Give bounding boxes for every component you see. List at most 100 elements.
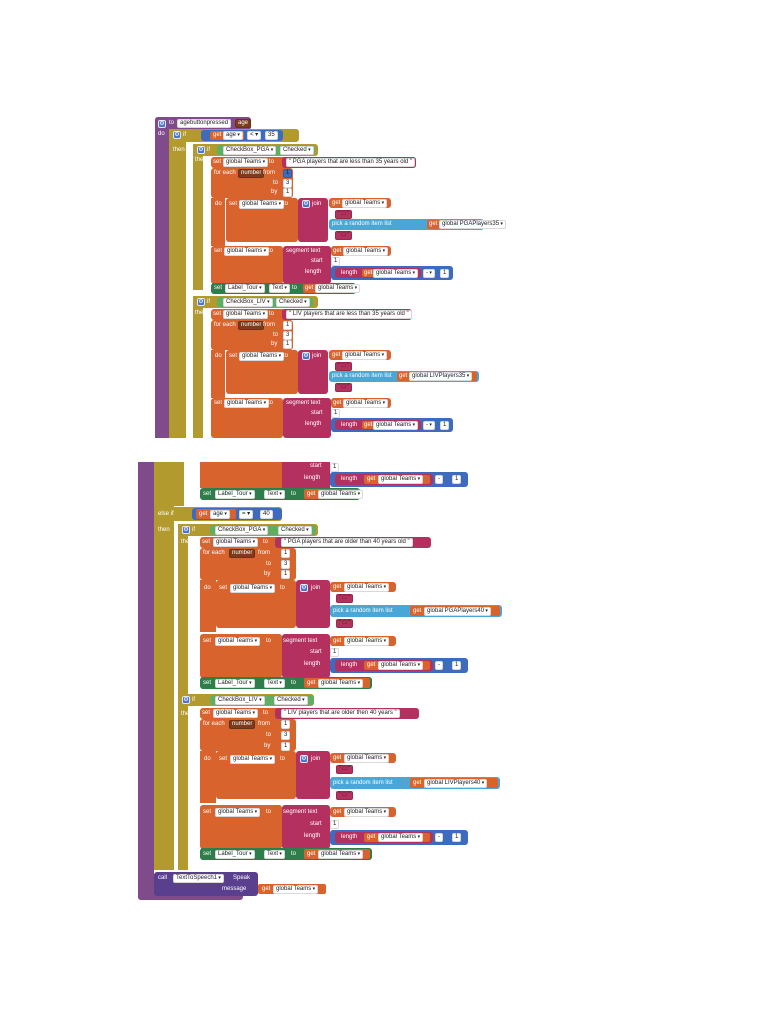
if-block-pga[interactable] [178, 524, 188, 694]
number-variable[interactable]: number [229, 720, 256, 729]
global-teams-dropdown[interactable]: global Teams [344, 754, 390, 763]
quote-text[interactable]: " □ " [335, 231, 353, 240]
number-1[interactable]: 1 [283, 188, 293, 197]
global-pga35-dropdown[interactable]: global PGAPlayers35 [439, 220, 506, 229]
segment-block[interactable] [283, 246, 331, 284]
quote-text[interactable]: " □ " [336, 765, 354, 774]
if-gear-icon[interactable]: ⚙ [173, 131, 181, 139]
number-1[interactable]: 1 [452, 661, 462, 670]
segment-block[interactable] [282, 805, 330, 849]
minus-operator[interactable]: - [435, 833, 443, 842]
number-variable[interactable]: number [238, 169, 265, 178]
global-teams-dropdown[interactable]: global Teams [273, 885, 319, 894]
label-tour-dropdown[interactable]: Label_Tour [215, 850, 255, 859]
global-teams-dropdown[interactable]: global Teams [318, 490, 364, 499]
minus-operator[interactable]: - [423, 269, 435, 278]
less-than-operator[interactable]: < ▾ [247, 131, 262, 140]
global-teams-dropdown[interactable]: global Teams [342, 351, 388, 360]
global-teams-dropdown[interactable]: global Teams [378, 833, 424, 842]
global-teams-dropdown[interactable]: global Teams [239, 352, 285, 361]
checked-dropdown[interactable]: Checked [278, 526, 312, 535]
for-each-do-body[interactable] [211, 350, 225, 398]
global-teams-dropdown[interactable]: global Teams [215, 637, 261, 646]
if-gear-icon[interactable]: ⚙ [197, 146, 205, 154]
number-3[interactable]: 3 [283, 331, 293, 340]
checked-dropdown[interactable]: Checked [276, 298, 310, 307]
if-gear-icon[interactable]: ⚙ [182, 696, 190, 704]
procedure-block[interactable] [138, 462, 154, 900]
number-1[interactable]: 1 [330, 463, 340, 472]
number-35[interactable]: 35 [265, 131, 278, 140]
global-liv40-dropdown[interactable]: global LIVPlayers40 [424, 779, 488, 788]
global-teams-dropdown[interactable]: global Teams [343, 399, 389, 408]
label-tour-dropdown[interactable]: Label_Tour [215, 490, 255, 499]
join-gear-icon[interactable]: ⚙ [300, 584, 308, 592]
number-1[interactable]: 1 [440, 269, 450, 278]
number-1[interactable]: 1 [452, 833, 462, 842]
quote-text[interactable]: " □ " [335, 210, 353, 219]
if-block-liv[interactable] [178, 694, 188, 870]
number-1[interactable]: 1 [283, 169, 293, 178]
set-segment-block[interactable] [200, 462, 282, 488]
if-block-inner-column[interactable] [174, 462, 184, 506]
minus-operator[interactable]: - [435, 661, 443, 670]
global-teams-dropdown[interactable]: global Teams [213, 709, 259, 718]
global-teams-dropdown[interactable]: global Teams [373, 421, 419, 430]
segment-block[interactable] [283, 398, 331, 438]
for-each-do-body[interactable] [200, 751, 216, 803]
label-tour-dropdown[interactable]: Label_Tour [225, 284, 265, 293]
number-1[interactable]: 1 [281, 549, 291, 558]
global-teams-dropdown[interactable]: global Teams [223, 158, 269, 167]
number-1[interactable]: 1 [281, 742, 291, 751]
minus-operator[interactable]: - [435, 475, 443, 484]
global-teams-dropdown[interactable]: global Teams [318, 850, 364, 859]
global-teams-dropdown[interactable]: global Teams [224, 247, 270, 256]
number-40[interactable]: 40 [260, 510, 273, 519]
number-variable[interactable]: number [229, 549, 256, 558]
global-teams-dropdown[interactable]: global Teams [344, 808, 390, 817]
segment-block[interactable] [282, 634, 330, 678]
number-1[interactable]: 1 [331, 257, 341, 266]
global-teams-dropdown[interactable]: global Teams [378, 661, 424, 670]
number-3[interactable]: 3 [281, 560, 291, 569]
number-variable[interactable]: number [238, 321, 265, 330]
if-block-liv[interactable] [193, 296, 203, 438]
liv-message-text[interactable]: " LIV players that are less than 35 year… [286, 310, 412, 319]
procedure-block[interactable] [155, 117, 169, 438]
global-teams-dropdown[interactable]: global Teams [318, 679, 364, 688]
number-1[interactable]: 1 [283, 321, 293, 330]
checkbox-pga-dropdown[interactable]: CheckBox_PGA [223, 146, 277, 155]
if-gear-icon[interactable]: ⚙ [197, 298, 205, 306]
global-teams-dropdown[interactable]: global Teams [230, 755, 276, 764]
if-block-outer[interactable] [169, 129, 186, 438]
number-1[interactable]: 1 [331, 409, 341, 418]
equals-operator[interactable]: = ▾ [239, 510, 254, 519]
number-1[interactable]: 1 [330, 648, 340, 657]
label-tour-dropdown[interactable]: Label_Tour [215, 679, 255, 688]
global-teams-dropdown[interactable]: global Teams [315, 284, 361, 293]
checkbox-pga-dropdown[interactable]: CheckBox_PGA [215, 526, 269, 535]
procedure-name-field[interactable]: agebuttonpressed [177, 119, 232, 128]
global-teams-dropdown[interactable]: global Teams [343, 247, 389, 256]
checkbox-liv-dropdown[interactable]: CheckBox_LIV [223, 298, 273, 307]
procedure-param[interactable]: age [235, 119, 252, 128]
quote-text[interactable]: " □ " [336, 791, 354, 800]
for-each-do-body[interactable] [211, 198, 225, 246]
global-teams-dropdown[interactable]: global Teams [373, 269, 419, 278]
for-each-do-body[interactable] [200, 580, 216, 632]
global-liv35-dropdown[interactable]: global LIVPlayers35 [409, 372, 473, 381]
global-teams-dropdown[interactable]: global Teams [215, 808, 261, 817]
if-gear-icon[interactable]: ⚙ [182, 526, 190, 534]
number-1[interactable]: 1 [281, 720, 291, 729]
number-3[interactable]: 3 [281, 731, 291, 740]
procedure-footer[interactable] [138, 892, 243, 900]
global-teams-dropdown[interactable]: global Teams [213, 538, 259, 547]
number-1[interactable]: 1 [330, 820, 340, 829]
quote-text[interactable]: " □ " [335, 383, 353, 392]
if-block-pga[interactable] [193, 144, 203, 290]
global-teams-dropdown[interactable]: global Teams [223, 310, 269, 319]
global-teams-dropdown[interactable]: global Teams [224, 399, 270, 408]
text-property-dropdown[interactable]: Text [264, 850, 285, 859]
join-gear-icon[interactable]: ⚙ [302, 200, 310, 208]
join-gear-icon[interactable]: ⚙ [300, 755, 308, 763]
